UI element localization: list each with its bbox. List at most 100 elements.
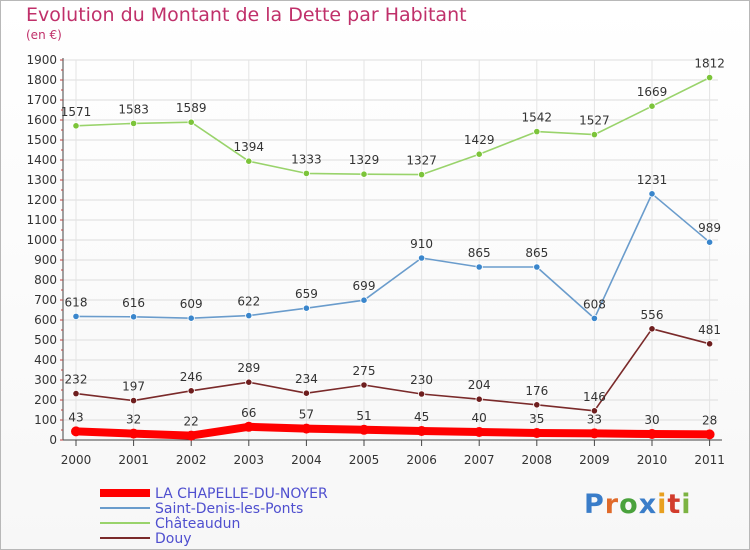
y-tick-label: 1300 [26,173,57,187]
data-label: 1812 [694,57,725,71]
data-point [245,378,253,386]
logo-letter: x [638,489,658,520]
data-point [704,429,715,440]
data-point [301,423,312,434]
data-label: 1329 [349,153,380,167]
data-point [359,424,369,435]
x-tick-label: 2001 [118,453,149,467]
data-label: 556 [641,308,664,322]
series-line-2 [75,76,711,176]
data-point [187,314,195,322]
data-point [648,102,656,110]
data-label: 609 [180,297,203,311]
data-label: 43 [68,410,83,424]
data-point [417,254,426,262]
logo-letter: o [619,489,639,520]
y-tick-label: 500 [34,333,57,347]
y-tick-label: 800 [34,273,57,287]
data-label: 22 [184,415,199,429]
data-label: 699 [353,279,376,293]
data-point [72,312,80,320]
data-label: 1669 [637,85,668,99]
legend: LA CHAPELLE-DU-NOYERSaint-Denis-les-Pont… [100,486,328,547]
data-label: 1542 [522,111,553,125]
y-tick-label: 1900 [26,53,57,67]
data-point [705,238,714,246]
data-point [705,340,714,348]
data-label: 57 [299,408,314,422]
axes [60,58,722,446]
data-point [417,171,426,179]
y-tick-label: 1400 [26,153,57,167]
data-label: 1333 [291,152,322,166]
data-label: 66 [241,406,256,420]
data-label: 275 [353,364,376,378]
data-label: 146 [583,390,606,404]
data-point [533,128,541,136]
data-label: 1589 [176,101,207,115]
data-point [186,430,197,441]
chart-subtitle: (en €) [26,28,62,42]
data-point [647,429,657,439]
data-label: 204 [468,378,491,392]
series-line-1 [75,193,711,320]
logo-letter: P [584,489,605,520]
data-label: 230 [410,373,433,387]
data-point [648,190,656,198]
data-point [187,118,195,126]
data-label: 1231 [637,173,668,187]
data-label: 289 [237,361,260,375]
legend-entry: LA CHAPELLE-DU-NOYER [155,486,328,502]
data-label: 1571 [61,105,92,119]
data-label: 618 [65,295,88,309]
y-tick-label: 1100 [26,213,57,227]
data-point [416,426,427,436]
legend-entry: Douy [155,531,192,547]
x-tick-label: 2000 [61,453,92,467]
legend-entry: Saint-Denis-les-Ponts [155,501,303,517]
y-tick-label: 1700 [26,93,57,107]
data-label: 608 [583,297,606,311]
y-tick-label: 100 [34,413,57,427]
data-point [245,157,253,165]
data-point [474,427,485,437]
series-line-3 [75,327,711,412]
data-point [589,428,600,439]
data-label: 234 [295,372,318,386]
data-label: 30 [644,413,659,427]
data-point [245,311,253,320]
data-label: 865 [525,246,548,260]
x-tick-label: 2008 [522,453,553,467]
data-label: 659 [295,287,318,301]
data-label: 246 [180,370,203,384]
data-point [71,426,81,437]
data-point [130,396,138,405]
y-tick-label: 700 [34,293,57,307]
series-lines [72,76,714,440]
data-point [360,296,368,304]
series-line-0 [72,422,714,440]
x-tick-label: 2007 [464,453,495,467]
legend-entry: Châteaudun [155,516,240,532]
data-point [130,313,138,321]
y-tick-label: 300 [34,373,57,387]
data-label: 622 [237,295,260,309]
data-point [72,389,80,398]
data-label: 51 [356,409,371,423]
data-label: 33 [587,412,602,426]
data-label: 989 [698,221,721,235]
data-point [533,263,541,271]
x-tick-label: 2002 [176,453,207,467]
data-label: 1327 [406,154,437,168]
data-point [475,150,483,158]
x-tick-label: 2010 [637,453,668,467]
data-label: 40 [472,411,487,425]
data-label: 45 [414,410,429,424]
data-label: 910 [410,237,433,251]
x-tick-label: 2006 [406,453,437,467]
y-tick-label: 900 [34,253,57,267]
data-label: 1429 [464,133,495,147]
data-point [531,428,542,438]
